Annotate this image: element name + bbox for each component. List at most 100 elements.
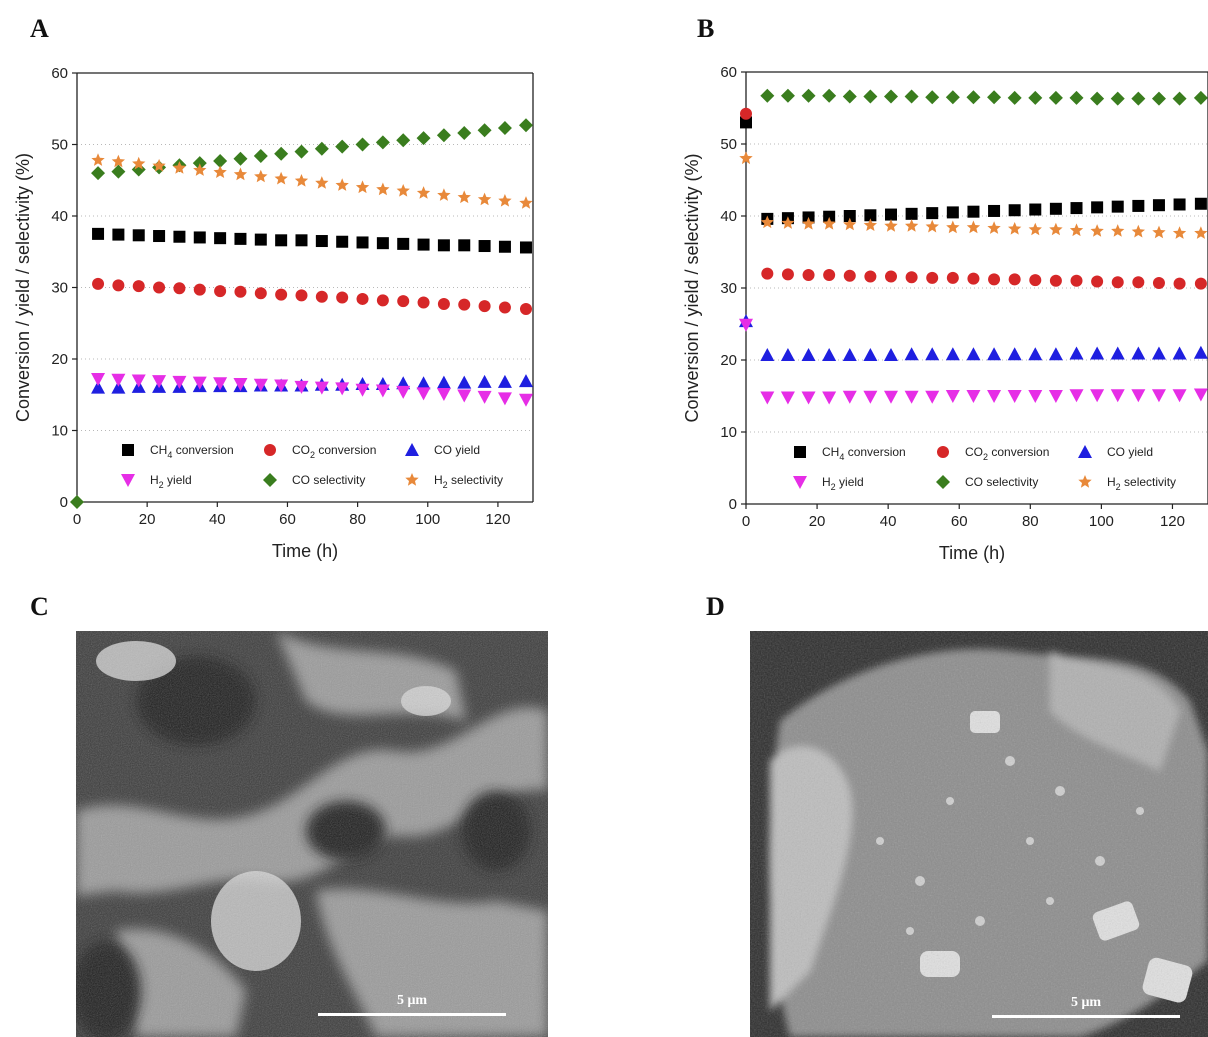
scale-label-d: 5 μm <box>1070 995 1102 1010</box>
legend-item-co-yield: CO yield <box>1078 445 1153 459</box>
initial-point-co2-conversion <box>740 107 752 120</box>
panel-label-d: D <box>706 592 725 621</box>
point-h2-yield <box>1090 389 1105 403</box>
point-co-selectivity <box>780 88 795 103</box>
y-tick-label: 30 <box>720 280 737 297</box>
point-co-selectivity <box>1131 91 1146 106</box>
point-h2-yield <box>274 379 289 393</box>
point-co2-conversion <box>1173 277 1186 290</box>
chart-a: 0 10 20 30 40 50 60 0 20 40 60 80 100 120 Time (h) Conv… <box>13 65 534 561</box>
point-h2-selectivity <box>457 190 471 204</box>
point-h2-yield <box>1151 389 1166 403</box>
point-co2-conversion <box>926 271 939 284</box>
legend-item-co2-conversion: CO2 conversion <box>937 445 1049 462</box>
point-co2-conversion <box>823 269 836 282</box>
point-h2-selectivity <box>1049 222 1063 236</box>
point-h2-selectivity <box>987 221 1001 234</box>
point-co-selectivity <box>91 166 106 181</box>
point-ch4-conversion <box>843 210 856 222</box>
panel-label-b: B <box>697 14 715 43</box>
point-h2-yield <box>518 393 533 407</box>
legend-marker-co-selectivity <box>936 475 950 489</box>
point-h2-yield <box>396 385 411 399</box>
point-ch4-conversion <box>1091 201 1104 214</box>
point-h2-yield <box>1193 388 1208 402</box>
legend-marker-h2-yield <box>793 476 807 489</box>
scale-bar-d <box>992 1015 1180 1018</box>
point-co-selectivity <box>416 131 431 146</box>
point-co-selectivity <box>1090 91 1105 106</box>
point-co2-conversion <box>884 270 897 283</box>
y-tick-label: 0 <box>729 496 737 513</box>
point-co2-conversion <box>437 297 450 310</box>
point-h2-selectivity <box>111 154 125 168</box>
point-h2-selectivity <box>863 218 877 231</box>
point-co2-conversion <box>946 271 959 284</box>
point-co-yield <box>1028 347 1043 361</box>
point-co-selectivity <box>253 148 268 163</box>
point-co-selectivity <box>518 118 533 133</box>
y-tick-label: 10 <box>720 424 737 441</box>
point-co-selectivity <box>457 126 472 141</box>
point-h2-yield <box>375 384 390 398</box>
point-co2-conversion <box>1132 276 1145 289</box>
legend-marker-ch4-conversion <box>122 444 134 456</box>
point-h2-yield <box>253 378 268 392</box>
initial-point-h2-selectivity <box>739 151 753 165</box>
series-co-selectivity <box>760 88 1208 106</box>
point-co-yield <box>1048 347 1063 361</box>
point-co-yield <box>801 347 816 361</box>
point-h2-selectivity <box>925 219 939 233</box>
series-ch4-conversion <box>761 197 1207 225</box>
point-co-yield <box>1151 346 1166 360</box>
legend-label: CO2 conversion <box>965 445 1049 462</box>
x-tick-label: 40 <box>880 513 897 530</box>
legend-item-co-yield: CO yield <box>405 443 480 457</box>
x-axis-title: Time (h) <box>939 543 1005 563</box>
legend-label: CO2 conversion <box>292 443 376 460</box>
point-co-yield <box>457 375 472 389</box>
point-co-yield <box>1069 346 1084 360</box>
point-h2-yield <box>436 388 451 402</box>
point-co-yield <box>1110 346 1125 360</box>
point-h2-yield <box>801 391 816 405</box>
legend-label: H2 yield <box>822 475 864 492</box>
point-h2-selectivity <box>91 153 105 166</box>
point-h2-selectivity <box>315 176 329 189</box>
point-ch4-conversion <box>884 208 897 221</box>
x-tick-label: 40 <box>209 511 226 528</box>
legend-label: CH4 conversion <box>150 443 234 460</box>
x-tick-label: 120 <box>485 511 510 528</box>
point-co2-conversion <box>843 269 856 282</box>
point-co2-conversion <box>1070 274 1083 287</box>
point-h2-selectivity <box>396 184 410 197</box>
point-h2-yield <box>1048 390 1063 403</box>
point-co2-conversion <box>519 302 532 315</box>
point-co2-conversion <box>193 283 206 296</box>
point-h2-selectivity <box>437 188 451 201</box>
point-co2-conversion <box>864 270 877 283</box>
series-h2-yield <box>91 373 533 407</box>
x-tick-label: 80 <box>1022 513 1039 530</box>
point-co-yield <box>1090 346 1105 360</box>
point-co-selectivity <box>111 164 126 179</box>
point-co-yield <box>987 347 1002 361</box>
point-h2-yield <box>233 378 248 392</box>
legend-marker-co-selectivity <box>263 473 277 487</box>
legend-label: H2 selectivity <box>434 473 503 490</box>
point-co2-conversion <box>173 282 186 295</box>
point-co2-conversion <box>132 280 145 293</box>
point-co2-conversion <box>761 267 774 280</box>
point-h2-yield <box>213 377 228 391</box>
point-co-selectivity <box>477 123 492 138</box>
point-co-selectivity <box>801 88 816 103</box>
point-co-selectivity <box>131 162 146 177</box>
point-h2-yield <box>477 390 492 404</box>
point-h2-yield <box>335 382 350 396</box>
point-co-selectivity <box>863 89 878 104</box>
legend-marker-ch4-conversion <box>794 446 806 458</box>
point-ch4-conversion <box>478 240 491 253</box>
point-co2-conversion <box>802 269 815 282</box>
point-co-selectivity <box>1193 90 1208 105</box>
